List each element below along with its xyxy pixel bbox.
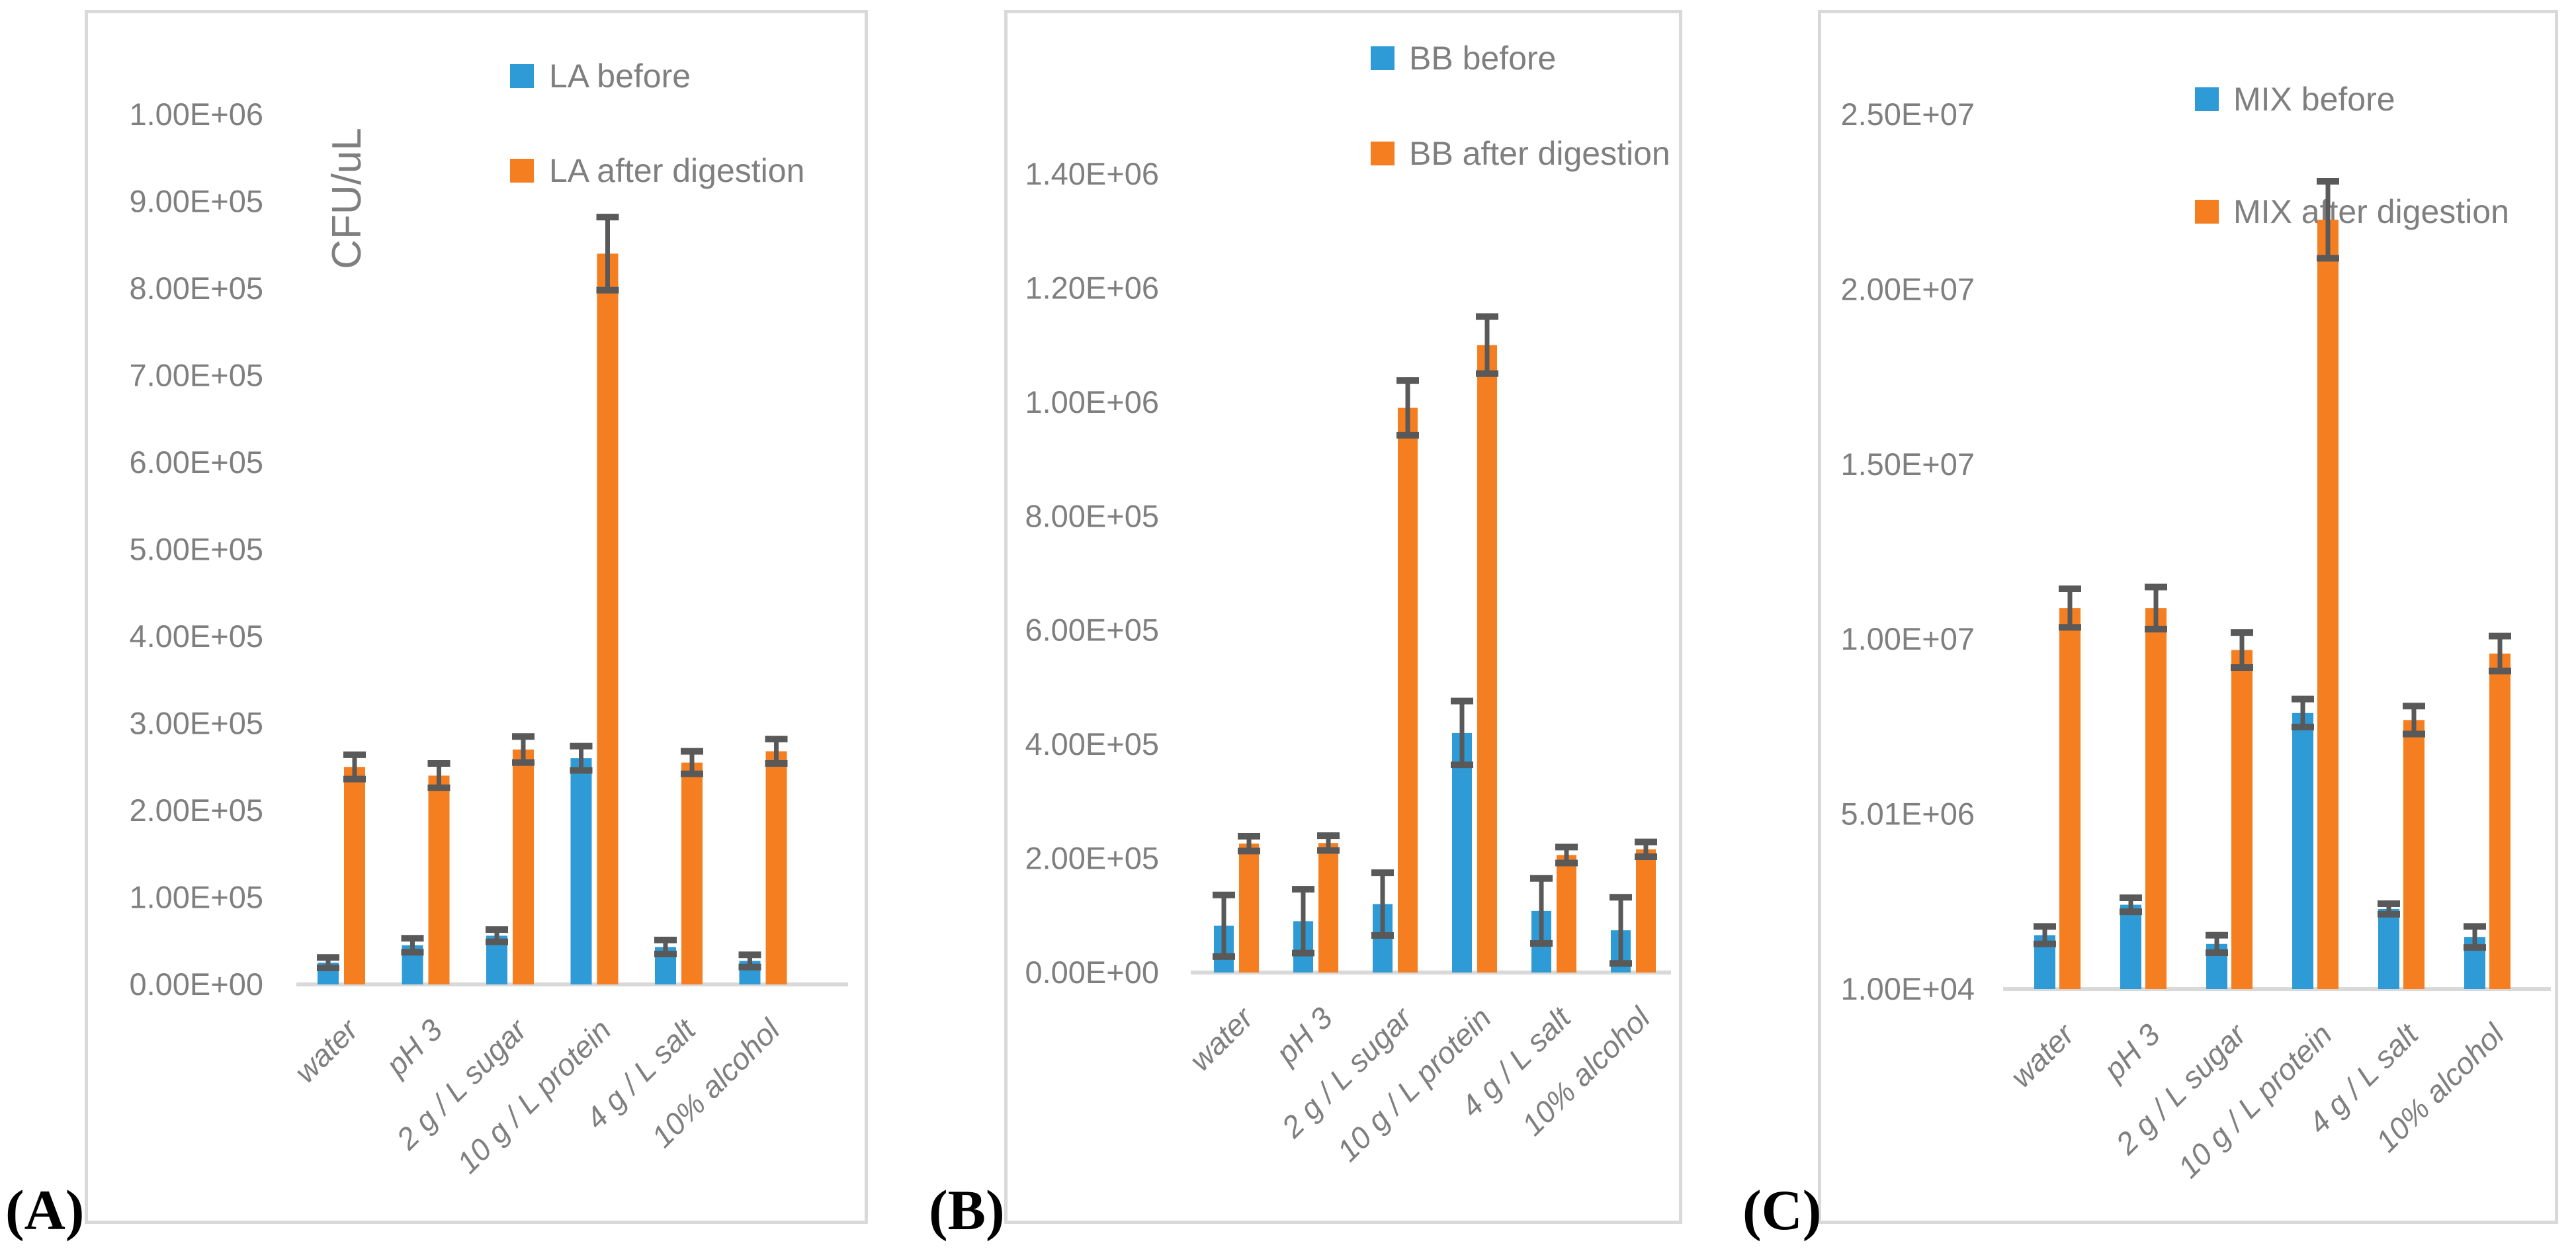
legend-label-mix-after-digestion: MIX after digestion — [2233, 193, 2509, 230]
bar-mix-after-digestion-10-g-l-protein — [2317, 220, 2339, 989]
bar-mix-after-digestion-10-alcohol — [2489, 653, 2511, 989]
y-axis-tick-label: 1.50E+07 — [1840, 447, 1975, 482]
y-axis-tick-label: 4.00E+05 — [129, 619, 263, 654]
legend-swatch-bb-after-digestion — [1371, 142, 1395, 165]
x-axis-category-label-water: water — [2004, 1016, 2081, 1094]
legend-swatch-la-after-digestion — [510, 159, 534, 183]
y-axis-tick-label: 6.00E+05 — [1025, 613, 1159, 648]
bar-bb-before-10-g-l-protein — [1452, 732, 1472, 973]
legend-swatch-la-before — [510, 64, 534, 88]
bar-la-before-10-g-l-protein — [570, 758, 592, 984]
y-axis-tick-label: 2.00E+07 — [1840, 271, 1975, 306]
y-axis-tick-label: 1.00E+06 — [1025, 384, 1159, 419]
legend-swatch-bb-before — [1371, 46, 1395, 70]
panel-b-border — [1004, 10, 1682, 1224]
y-axis-tick-label: 5.00E+05 — [129, 532, 263, 567]
y-axis-tick-label: 0.00E+00 — [129, 967, 263, 1002]
bar-mix-before-ph-3 — [2120, 904, 2141, 989]
y-axis-tick-label: 1.00E+06 — [129, 97, 263, 132]
y-axis-tick-label: 5.01E+06 — [1840, 797, 1975, 832]
legend-label-la-after-digestion: LA after digestion — [549, 152, 804, 189]
bar-la-after-digestion-ph-3 — [428, 775, 450, 984]
panel-a-border — [85, 10, 868, 1224]
bar-mix-after-digestion-4-g-l-salt — [2403, 720, 2425, 989]
bar-mix-before-10-g-l-protein — [2292, 713, 2313, 989]
y-axis-tick-label: 2.00E+05 — [1025, 841, 1159, 876]
bar-mix-after-digestion-ph-3 — [2145, 608, 2167, 989]
legend-swatch-mix-before — [2195, 87, 2219, 111]
bar-bb-after-digestion-ph-3 — [1318, 843, 1338, 973]
y-axis-tick-label: 1.40E+06 — [1025, 156, 1159, 191]
bar-mix-after-digestion-2-g-l-sugar — [2231, 650, 2253, 989]
y-axis-title: CFU/uL — [324, 128, 370, 269]
y-axis-tick-label: 7.00E+05 — [129, 358, 263, 393]
x-axis-category-label-water: water — [1183, 1000, 1260, 1077]
bar-bb-after-digestion-4-g-l-salt — [1557, 855, 1576, 973]
y-axis-tick-label: 1.00E+04 — [1840, 971, 1975, 1006]
y-axis-tick-label: 1.00E+05 — [129, 880, 263, 915]
bar-la-after-digestion-4-g-l-salt — [681, 762, 703, 984]
panel-label-a: (A) — [5, 1178, 85, 1242]
bar-bb-after-digestion-water — [1239, 844, 1259, 973]
bar-bb-after-digestion-2-g-l-sugar — [1398, 408, 1418, 973]
y-axis-tick-label: 2.00E+05 — [129, 793, 263, 828]
x-axis-category-label-ph-3: pH 3 — [2096, 1017, 2167, 1088]
x-axis-category-label-water: water — [288, 1012, 365, 1089]
y-axis-tick-label: 8.00E+05 — [1025, 498, 1159, 533]
x-axis-category-label-ph-3: pH 3 — [378, 1012, 449, 1083]
legend-swatch-mix-after-digestion — [2195, 200, 2219, 224]
bar-mix-before-4-g-l-salt — [2378, 908, 2399, 989]
bar-la-after-digestion-10-alcohol — [765, 751, 787, 984]
legend-label-mix-before: MIX before — [2233, 81, 2395, 118]
x-axis-category-label-10-g-l-protein: 10 g / L protein — [2171, 1017, 2339, 1184]
y-axis-tick-label: 6.00E+05 — [129, 445, 263, 480]
x-axis-category-label-ph-3: pH 3 — [1268, 1000, 1339, 1071]
legend-label-la-before: LA before — [549, 58, 691, 95]
y-axis-tick-label: 1.20E+06 — [1025, 270, 1159, 305]
bar-la-after-digestion-2-g-l-sugar — [513, 749, 534, 984]
panel-label-c: (C) — [1742, 1178, 1822, 1242]
legend-label-bb-before: BB before — [1409, 40, 1556, 77]
bar-bb-after-digestion-10-g-l-protein — [1477, 345, 1497, 973]
y-axis-tick-label: 4.00E+05 — [1025, 726, 1159, 761]
y-axis-tick-label: 0.00E+00 — [1025, 955, 1159, 990]
panel-c-border — [1818, 10, 2558, 1224]
y-axis-tick-label: 1.00E+07 — [1840, 621, 1975, 656]
y-axis-tick-label: 8.00E+05 — [129, 271, 263, 306]
bar-bb-after-digestion-10-alcohol — [1636, 849, 1656, 973]
bar-mix-after-digestion-water — [2059, 608, 2081, 989]
y-axis-tick-label: 2.50E+07 — [1840, 97, 1975, 132]
y-axis-tick-label: 9.00E+05 — [129, 184, 263, 219]
bar-la-after-digestion-10-g-l-protein — [597, 253, 619, 984]
legend-label-bb-after-digestion: BB after digestion — [1409, 135, 1670, 172]
y-axis-tick-label: 3.00E+05 — [129, 706, 263, 741]
x-axis-category-label-10-g-l-protein: 10 g / L protein — [450, 1012, 617, 1180]
panel-label-b: (B) — [929, 1178, 1005, 1242]
bar-la-after-digestion-water — [344, 767, 365, 984]
